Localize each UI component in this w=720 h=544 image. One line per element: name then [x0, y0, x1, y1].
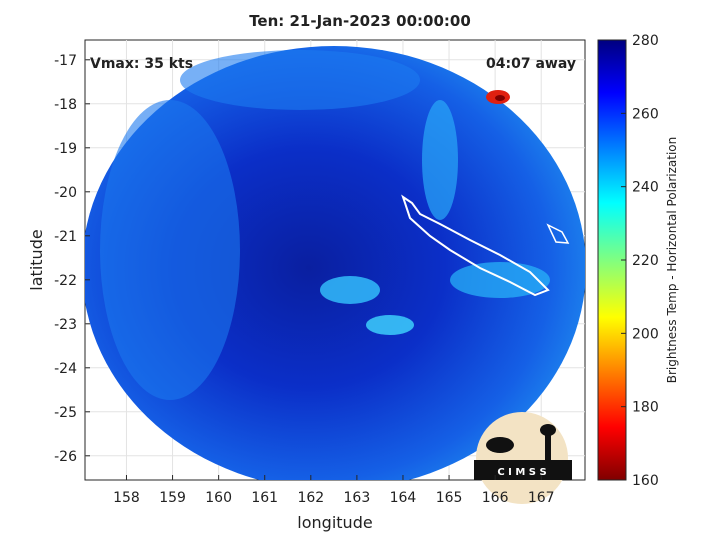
y-tick-label: -19	[54, 141, 77, 157]
colorbar-tick-label: 240	[632, 180, 659, 196]
y-axis-label: latitude	[27, 229, 46, 290]
y-tick-label: -24	[54, 361, 77, 377]
x-tick-label: 165	[436, 490, 463, 506]
colorbar-label: Brightness Temp - Horizontal Polarizatio…	[665, 137, 679, 384]
x-axis-label: longitude	[297, 513, 372, 532]
y-tick-label: -25	[54, 405, 77, 421]
logo-text: C I M S S	[497, 467, 546, 478]
y-tick-label: -20	[54, 185, 77, 201]
y-tick-label: -17	[54, 53, 77, 69]
annotation: 04:07 away	[486, 56, 576, 72]
colorbar-tick-label: 160	[632, 473, 659, 489]
satellite-image	[85, 46, 585, 480]
colorbar-tick-label: 180	[632, 400, 659, 416]
x-tick-label: 159	[159, 490, 186, 506]
colorbar-tick-label: 200	[632, 326, 659, 342]
y-tick-label: -22	[54, 273, 77, 289]
colorbar-tick-label: 260	[632, 106, 659, 122]
y-tick-label: -18	[54, 97, 77, 113]
annotation: Vmax: 35 kts	[90, 56, 193, 72]
x-tick-label: 161	[251, 490, 278, 506]
y-tick-label: -21	[54, 229, 77, 245]
x-tick-label: 160	[205, 490, 232, 506]
x-tick-label: 162	[297, 490, 324, 506]
y-tick-label: -26	[54, 449, 77, 465]
x-tick-label: 166	[482, 490, 509, 506]
x-tick-label: 163	[344, 490, 371, 506]
cimss-logo: C I M S S	[474, 412, 572, 504]
x-tick-label: 167	[528, 490, 555, 506]
colorbar-tick-label: 220	[632, 253, 659, 269]
x-tick-label: 164	[390, 490, 417, 506]
y-tick-label: -23	[54, 317, 77, 333]
colorbar-tick-label: 280	[632, 33, 659, 49]
x-tick-label: 158	[113, 490, 140, 506]
chart-title: Ten: 21-Jan-2023 00:00:00	[249, 12, 471, 30]
